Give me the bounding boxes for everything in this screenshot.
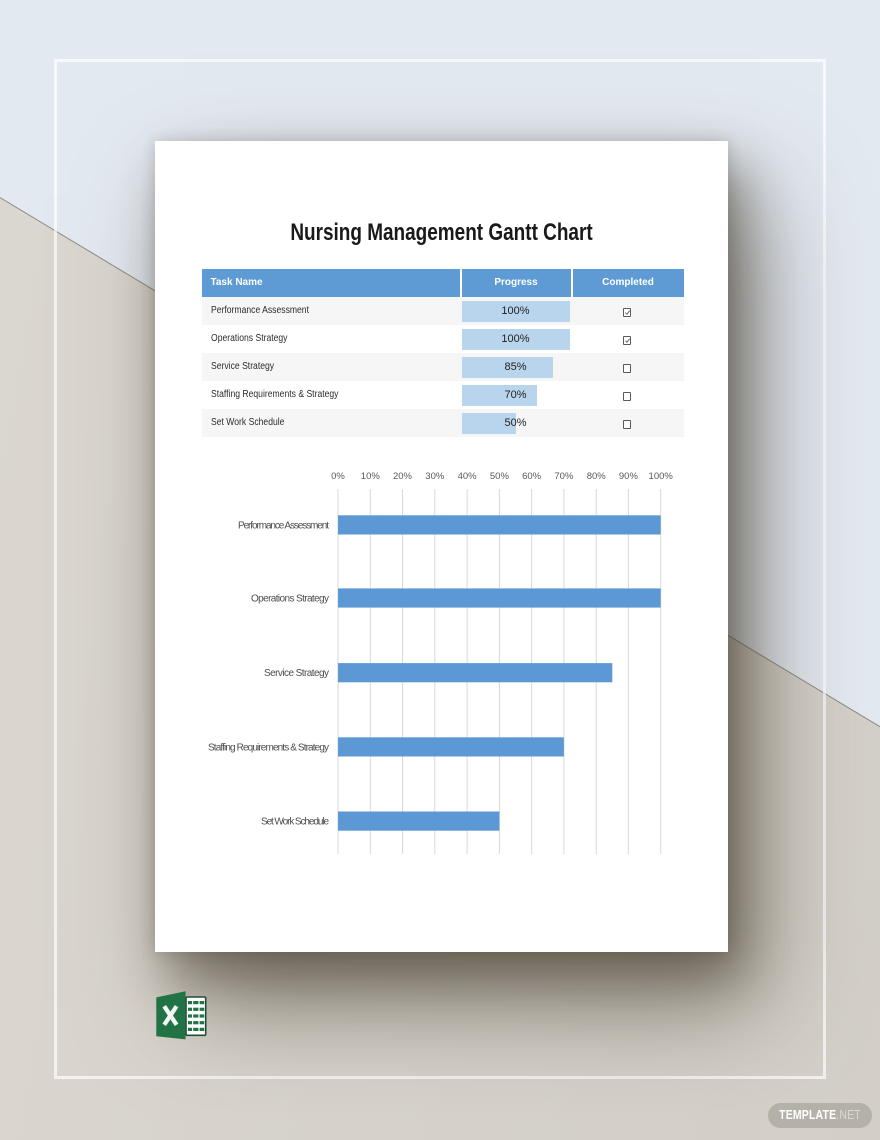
svg-text:0%: 0% [331, 471, 345, 482]
svg-text:Set Work Schedule: Set Work Schedule [261, 817, 329, 828]
svg-text:Operations Strategy: Operations Strategy [251, 594, 329, 605]
svg-text:40%: 40% [458, 471, 478, 482]
svg-text:60%: 60% [522, 471, 542, 482]
svg-text:Service Strategy: Service Strategy [264, 668, 329, 679]
svg-text:30%: 30% [425, 471, 445, 482]
svg-text:10%: 10% [361, 471, 381, 482]
svg-text:50%: 50% [490, 471, 510, 482]
svg-text:Staffing Requirements & Strate: Staffing Requirements & Strategy [208, 742, 329, 753]
svg-text:100%: 100% [649, 471, 674, 482]
svg-text:90%: 90% [619, 471, 639, 482]
svg-text:70%: 70% [554, 471, 574, 482]
svg-text:Performance Assessment: Performance Assessment [238, 520, 329, 531]
svg-text:80%: 80% [587, 471, 607, 482]
svg-text:20%: 20% [393, 471, 413, 482]
